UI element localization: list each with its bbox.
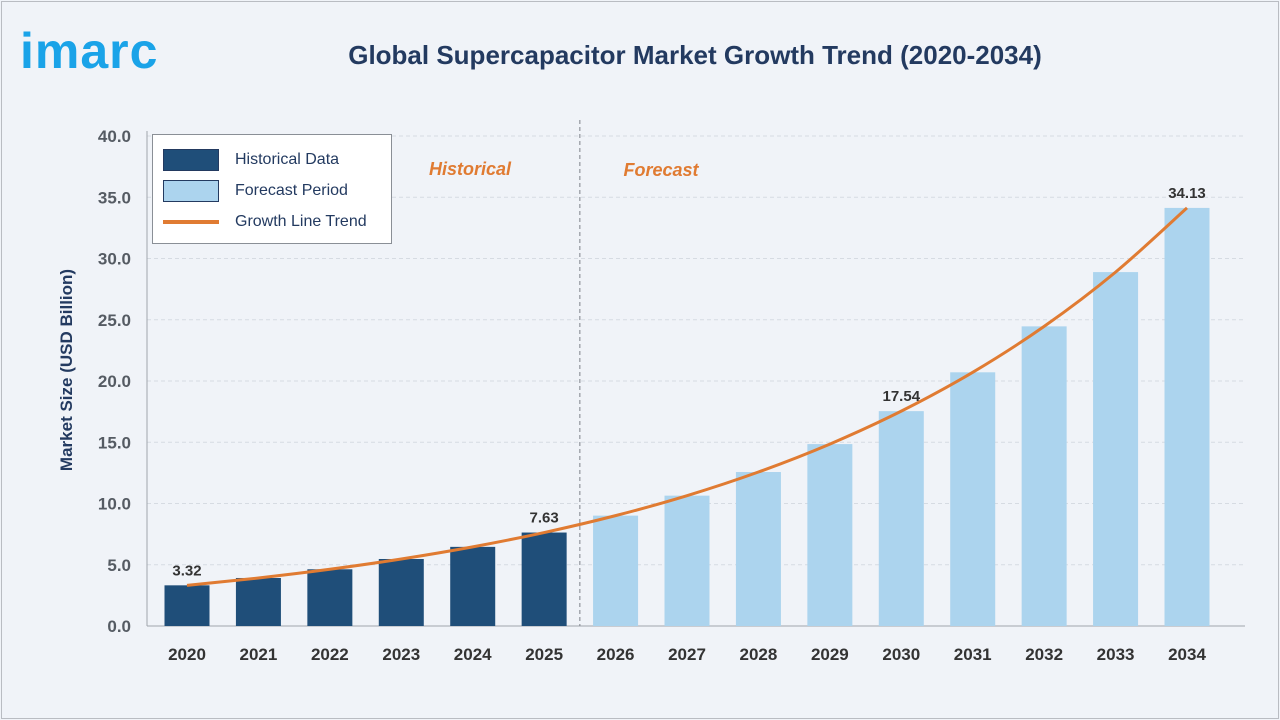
x-tick-label: 2028 (740, 645, 778, 664)
x-tick-label: 2025 (525, 645, 563, 664)
forecast-annotation: Forecast (623, 160, 699, 180)
x-tick-label: 2030 (882, 645, 920, 664)
x-tick-label: 2033 (1097, 645, 1135, 664)
x-tick-label: 2031 (954, 645, 992, 664)
imarc-logo: imarc (20, 23, 159, 79)
legend-item-historical: Historical Data (163, 148, 339, 172)
y-tick-label: 0.0 (107, 617, 131, 636)
y-tick-label: 35.0 (98, 188, 131, 207)
y-tick-label: 40.0 (98, 127, 131, 146)
chart-title: Global Supercapacitor Market Growth Tren… (348, 40, 1042, 70)
forecast-bar-2032 (1021, 326, 1067, 626)
y-tick-label: 15.0 (98, 433, 131, 452)
forecast-bar-2029 (807, 444, 853, 626)
y-axis-label: Market Size (USD Billion) (57, 269, 76, 471)
x-tick-label: 2021 (240, 645, 278, 664)
forecast-bar-2034 (1164, 207, 1210, 626)
historical-annotation: Historical (429, 159, 512, 179)
y-tick-label: 20.0 (98, 372, 131, 391)
forecast-bar-2033 (1093, 272, 1139, 626)
data-label-2020: 3.32 (172, 562, 201, 579)
x-tick-label: 2024 (454, 645, 492, 664)
legend-swatch-historical (163, 149, 219, 171)
x-tick-label: 2020 (168, 645, 206, 664)
x-tick-label: 2034 (1168, 645, 1206, 664)
forecast-bar-2030 (878, 411, 924, 626)
x-tick-label: 2023 (382, 645, 420, 664)
data-label-2025: 7.63 (530, 510, 559, 527)
legend-item-trend: Growth Line Trend (163, 210, 367, 234)
forecast-bar-2028 (735, 472, 781, 626)
historical-bar-2023 (378, 558, 424, 626)
legend-swatch-trend (163, 220, 219, 224)
data-label-2030: 17.54 (883, 388, 921, 405)
historical-bar-2022 (307, 569, 353, 626)
legend-label: Growth Line Trend (235, 213, 367, 230)
historical-bar-2025 (521, 532, 567, 626)
legend-swatch-forecast (163, 180, 219, 202)
y-tick-label: 30.0 (98, 250, 131, 269)
legend: Historical Data Forecast Period Growth L… (152, 134, 392, 244)
x-tick-label: 2027 (668, 645, 706, 664)
x-tick-label: 2032 (1025, 645, 1063, 664)
growth-trend-line (186, 206, 1189, 587)
x-tick-label: 2029 (811, 645, 849, 664)
data-label-2034: 34.13 (1168, 185, 1206, 202)
y-tick-label: 10.0 (98, 495, 131, 514)
forecast-bar-2031 (950, 372, 996, 626)
x-tick-label: 2026 (597, 645, 635, 664)
historical-bar-2020 (164, 585, 210, 626)
y-tick-label: 25.0 (98, 311, 131, 330)
historical-bar-2024 (450, 546, 496, 626)
y-tick-label: 5.0 (107, 556, 131, 575)
legend-label: Historical Data (235, 151, 340, 168)
legend-item-forecast: Forecast Period (163, 179, 348, 203)
forecast-bar-2026 (593, 515, 639, 626)
historical-bar-2021 (235, 577, 281, 626)
legend-label: Forecast Period (235, 182, 348, 199)
x-tick-label: 2022 (311, 645, 349, 664)
forecast-bar-2027 (664, 495, 710, 626)
